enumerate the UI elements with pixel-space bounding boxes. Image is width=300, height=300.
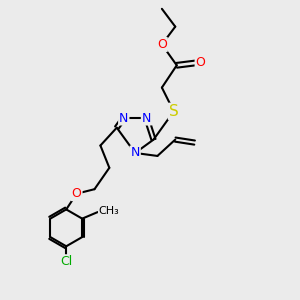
Text: S: S: [169, 104, 179, 119]
Text: N: N: [130, 146, 140, 160]
Text: N: N: [119, 112, 128, 124]
Text: CH₃: CH₃: [98, 206, 119, 216]
Text: O: O: [196, 56, 206, 69]
Text: O: O: [157, 38, 167, 51]
Text: Cl: Cl: [60, 255, 72, 268]
Text: O: O: [72, 187, 82, 200]
Text: N: N: [142, 112, 151, 124]
